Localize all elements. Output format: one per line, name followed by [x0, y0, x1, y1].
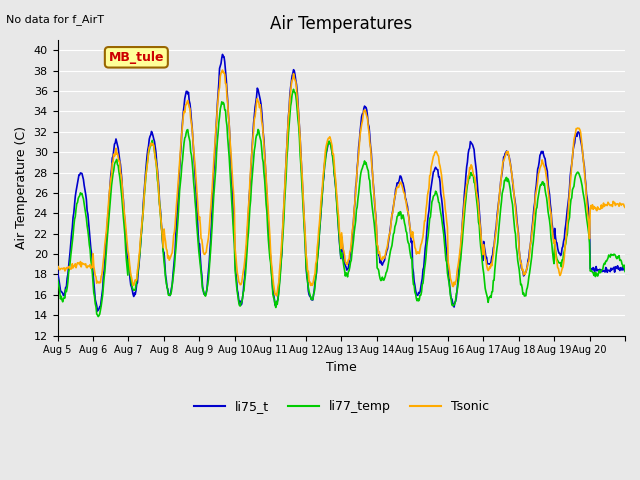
Y-axis label: Air Temperature (C): Air Temperature (C): [15, 126, 28, 250]
Text: No data for f_AirT: No data for f_AirT: [6, 14, 104, 25]
Title: Air Temperatures: Air Temperatures: [270, 15, 412, 33]
X-axis label: Time: Time: [326, 361, 356, 374]
Legend: li75_t, li77_temp, Tsonic: li75_t, li77_temp, Tsonic: [189, 395, 494, 418]
Text: MB_tule: MB_tule: [109, 51, 164, 64]
